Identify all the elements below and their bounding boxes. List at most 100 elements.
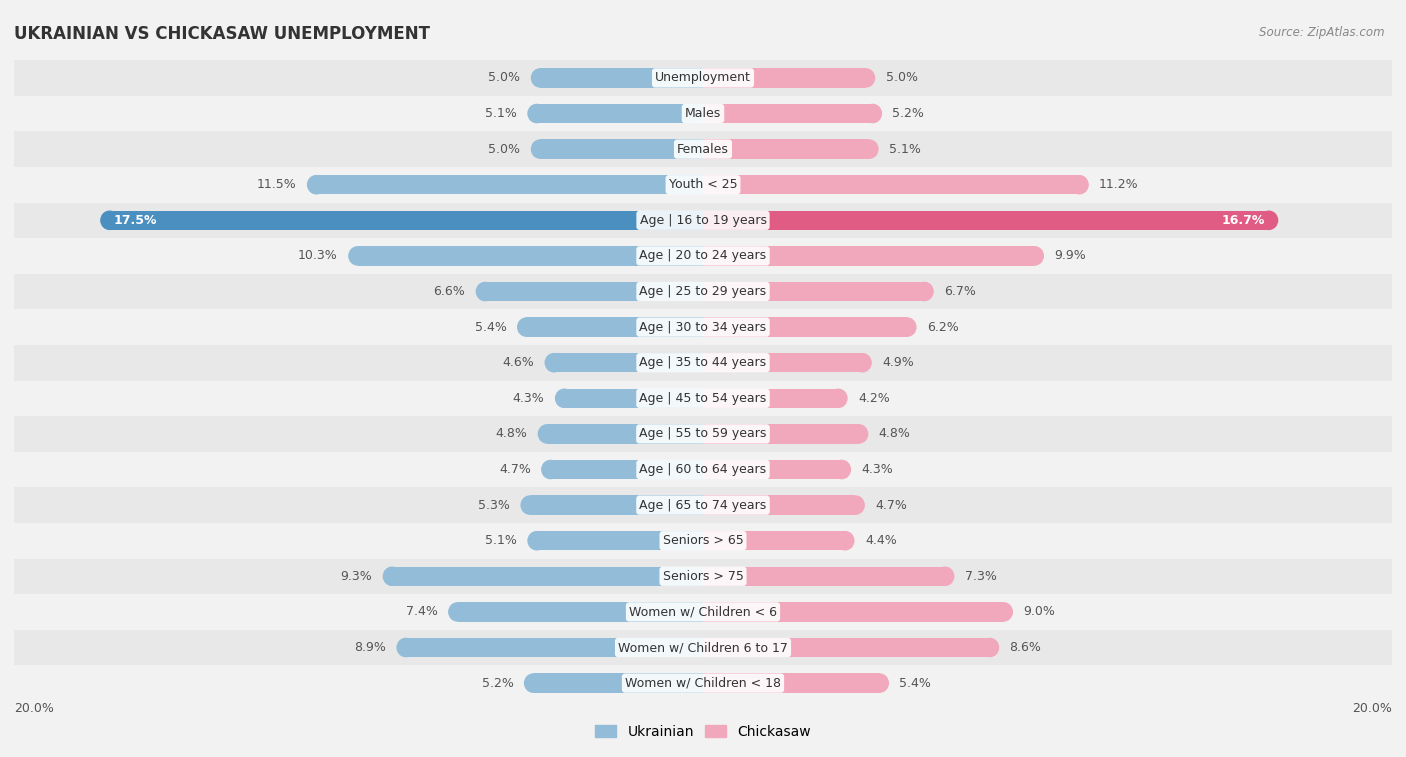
Bar — [357, 246, 703, 266]
Text: Youth < 25: Youth < 25 — [669, 178, 737, 192]
Bar — [703, 566, 713, 586]
Bar — [14, 345, 1392, 381]
Circle shape — [396, 637, 415, 657]
Text: 4.9%: 4.9% — [882, 357, 914, 369]
Circle shape — [828, 388, 848, 408]
Text: 20.0%: 20.0% — [1353, 702, 1392, 715]
Bar — [14, 665, 1392, 701]
Circle shape — [846, 495, 865, 515]
Bar — [316, 175, 703, 195]
Bar — [693, 531, 703, 550]
Bar — [703, 139, 869, 159]
Bar — [554, 353, 703, 372]
Circle shape — [520, 495, 540, 515]
Text: Age | 65 to 74 years: Age | 65 to 74 years — [640, 499, 766, 512]
Bar — [14, 523, 1392, 559]
Bar — [693, 673, 703, 693]
Bar — [14, 559, 1392, 594]
Bar — [547, 424, 703, 444]
Bar — [703, 459, 842, 479]
Bar — [703, 282, 924, 301]
Legend: Ukrainian, Chickasaw: Ukrainian, Chickasaw — [591, 719, 815, 744]
Text: 7.4%: 7.4% — [406, 606, 437, 618]
Bar — [703, 424, 859, 444]
Bar — [693, 602, 703, 621]
Bar — [703, 210, 1268, 230]
Text: 10.3%: 10.3% — [298, 249, 337, 263]
Text: 5.1%: 5.1% — [485, 107, 517, 120]
Circle shape — [1260, 210, 1278, 230]
Text: Source: ZipAtlas.com: Source: ZipAtlas.com — [1260, 26, 1385, 39]
Circle shape — [382, 566, 402, 586]
Bar — [14, 60, 1392, 95]
Bar — [703, 459, 713, 479]
Text: 9.9%: 9.9% — [1054, 249, 1085, 263]
Text: 11.5%: 11.5% — [257, 178, 297, 192]
Circle shape — [555, 388, 574, 408]
Bar — [703, 104, 713, 123]
Bar — [703, 388, 713, 408]
Text: 7.3%: 7.3% — [965, 570, 997, 583]
Circle shape — [100, 210, 120, 230]
Text: Age | 20 to 24 years: Age | 20 to 24 years — [640, 249, 766, 263]
Bar — [703, 210, 713, 230]
Text: 5.4%: 5.4% — [475, 321, 506, 334]
Text: Age | 16 to 19 years: Age | 16 to 19 years — [640, 213, 766, 227]
Text: 6.6%: 6.6% — [433, 285, 465, 298]
Bar — [14, 488, 1392, 523]
Circle shape — [897, 317, 917, 337]
Circle shape — [541, 459, 560, 479]
Bar — [693, 424, 703, 444]
Bar — [540, 139, 703, 159]
Circle shape — [915, 282, 934, 301]
Text: 5.1%: 5.1% — [889, 142, 921, 156]
Text: 5.0%: 5.0% — [488, 71, 520, 85]
Text: 9.0%: 9.0% — [1024, 606, 1056, 618]
Text: 4.3%: 4.3% — [513, 392, 544, 405]
Text: 4.4%: 4.4% — [865, 534, 897, 547]
Bar — [110, 210, 703, 230]
Bar — [14, 167, 1392, 203]
Text: Age | 25 to 29 years: Age | 25 to 29 years — [640, 285, 766, 298]
Circle shape — [1025, 246, 1045, 266]
Bar — [14, 594, 1392, 630]
Circle shape — [856, 68, 875, 88]
Text: Women w/ Children 6 to 17: Women w/ Children 6 to 17 — [619, 641, 787, 654]
Bar — [703, 637, 990, 657]
Bar — [14, 203, 1392, 238]
Circle shape — [475, 282, 495, 301]
Text: 5.0%: 5.0% — [886, 71, 918, 85]
Circle shape — [307, 175, 326, 195]
Bar — [693, 637, 703, 657]
Circle shape — [524, 673, 543, 693]
Bar — [703, 495, 713, 515]
Bar — [537, 531, 703, 550]
Text: 5.1%: 5.1% — [485, 534, 517, 547]
Bar — [14, 131, 1392, 167]
Bar — [693, 495, 703, 515]
Text: 9.3%: 9.3% — [340, 570, 373, 583]
Text: Age | 45 to 54 years: Age | 45 to 54 years — [640, 392, 766, 405]
Text: 20.0%: 20.0% — [14, 702, 53, 715]
Circle shape — [544, 353, 564, 372]
Text: 6.2%: 6.2% — [927, 321, 959, 334]
Bar — [540, 68, 703, 88]
Bar — [703, 424, 713, 444]
Circle shape — [849, 424, 869, 444]
Text: 4.2%: 4.2% — [858, 392, 890, 405]
Circle shape — [980, 637, 1000, 657]
Circle shape — [863, 104, 882, 123]
Text: Age | 55 to 59 years: Age | 55 to 59 years — [640, 428, 766, 441]
Text: 5.2%: 5.2% — [893, 107, 924, 120]
Circle shape — [531, 139, 550, 159]
Text: Unemployment: Unemployment — [655, 71, 751, 85]
Circle shape — [449, 602, 467, 621]
Bar — [703, 602, 713, 621]
Text: 8.9%: 8.9% — [354, 641, 387, 654]
Bar — [537, 104, 703, 123]
Text: Seniors > 65: Seniors > 65 — [662, 534, 744, 547]
Text: Age | 30 to 34 years: Age | 30 to 34 years — [640, 321, 766, 334]
Bar — [693, 210, 703, 230]
Bar — [703, 139, 713, 159]
Bar — [14, 274, 1392, 310]
